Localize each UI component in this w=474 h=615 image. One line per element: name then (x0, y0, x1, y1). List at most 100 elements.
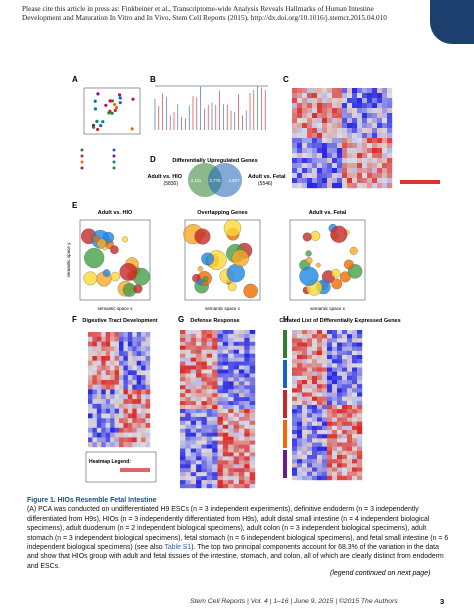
heatmap-cell (217, 397, 224, 402)
heatmap-cell (302, 123, 308, 129)
heatmap-cell (357, 442, 363, 447)
heatmap-cell (362, 168, 368, 174)
heatmap-cell (322, 118, 328, 124)
heatmap-cell (212, 444, 218, 449)
heatmap-cell (196, 448, 202, 453)
heatmap-cell (297, 173, 303, 179)
heatmap-cell (145, 332, 151, 337)
heatmap-cell (347, 430, 353, 435)
heatmap-cell (382, 88, 388, 94)
heatmap-cell (249, 464, 256, 469)
heatmap-cell (337, 183, 343, 189)
heatmap-cell (347, 108, 353, 114)
heatmap-cell (367, 163, 373, 169)
heatmap-cell (249, 397, 256, 402)
heatmap-cell (190, 412, 197, 418)
heatmap-cell (244, 424, 250, 429)
heatmap-cell (119, 432, 124, 438)
heatmap-cell (322, 409, 328, 414)
table-link[interactable]: Table S1 (164, 544, 192, 552)
heatmap-cell (347, 463, 353, 468)
caption-text: ). The top two principal components acco… (27, 544, 444, 570)
heatmap-cell (201, 365, 207, 370)
heatmap-cell (185, 476, 191, 481)
heatmap-cell (145, 355, 151, 361)
heatmap-cell (297, 380, 303, 385)
heatmap-cell (327, 359, 333, 364)
heatmap-cell (347, 334, 353, 339)
heatmap-cell (190, 389, 197, 394)
heatmap-cell (88, 389, 93, 395)
heatmap-cell (377, 113, 383, 119)
heatmap-cell (217, 428, 224, 433)
heatmap-cell (327, 133, 333, 139)
heatmap-cell (327, 392, 333, 397)
heatmap-cell (337, 93, 343, 99)
heatmap-cell (233, 357, 240, 362)
heatmap-cell (347, 133, 353, 139)
heatmap-cell (387, 118, 393, 124)
heatmap-cell (105, 341, 111, 347)
heatmap-cell (307, 467, 313, 472)
heatmap-cell (307, 359, 313, 364)
heatmap-cell (367, 153, 373, 159)
heatmap-cell (357, 108, 363, 114)
heatmap-cell (123, 360, 129, 366)
heatmap-cell (352, 183, 358, 189)
heatmap-cell (88, 418, 93, 424)
heatmap-cell (372, 168, 378, 174)
label: Overlapping Genes (197, 210, 247, 216)
heatmap-cell (332, 330, 338, 335)
bubble (349, 246, 358, 255)
heatmap-cell (105, 394, 111, 400)
heatmap-cell (127, 336, 133, 342)
heatmap-cell (212, 337, 218, 343)
heatmap-cell (101, 403, 106, 409)
heatmap-cell (312, 450, 318, 456)
heatmap-cell (302, 455, 308, 460)
heatmap-cell (228, 389, 234, 394)
heatmap-cell (145, 442, 151, 448)
heatmap-cell (327, 338, 333, 343)
heatmap-cell (382, 138, 388, 144)
heatmap-cell (180, 397, 186, 402)
heatmap-cell (302, 421, 308, 427)
heatmap-cell (136, 375, 142, 381)
heatmap-cell (327, 384, 333, 389)
heatmap-cell (196, 397, 202, 402)
heatmap-cell (387, 123, 393, 129)
heatmap-cell (342, 113, 348, 119)
heatmap-cell (352, 363, 358, 368)
heatmap-cell (367, 183, 373, 189)
heatmap-cell (342, 342, 348, 347)
heatmap-cell (297, 355, 303, 360)
heatmap-cell (297, 417, 303, 422)
heatmap-cell (297, 123, 303, 129)
heatmap-cell (312, 334, 318, 339)
heatmap-cell (292, 438, 298, 443)
heatmap-cell (387, 88, 393, 94)
heatmap-cell (222, 428, 229, 433)
heatmap-cell (136, 423, 142, 429)
heatmap-cell (105, 399, 111, 405)
heatmap-cell (238, 389, 245, 394)
heatmap-cell (217, 345, 224, 350)
heatmap-cell (302, 371, 308, 377)
heatmap-cell (110, 423, 115, 429)
heatmap-cell (387, 113, 393, 119)
heatmap-cell (114, 355, 120, 361)
colorbar (400, 180, 440, 184)
heatmap-cell (196, 393, 202, 398)
heatmap-cell (302, 113, 308, 119)
heatmap-cell (110, 442, 115, 448)
heatmap-cell (327, 118, 333, 124)
heatmap-cell (141, 399, 146, 405)
heatmap-cell (110, 341, 115, 347)
heatmap-cell (317, 103, 323, 109)
heatmap-cell (233, 436, 240, 441)
heatmap-cell (96, 442, 102, 448)
heatmap-cell (212, 349, 218, 354)
heatmap-cell (307, 442, 313, 447)
heatmap-cell (337, 346, 343, 352)
heatmap-cell (238, 444, 245, 449)
